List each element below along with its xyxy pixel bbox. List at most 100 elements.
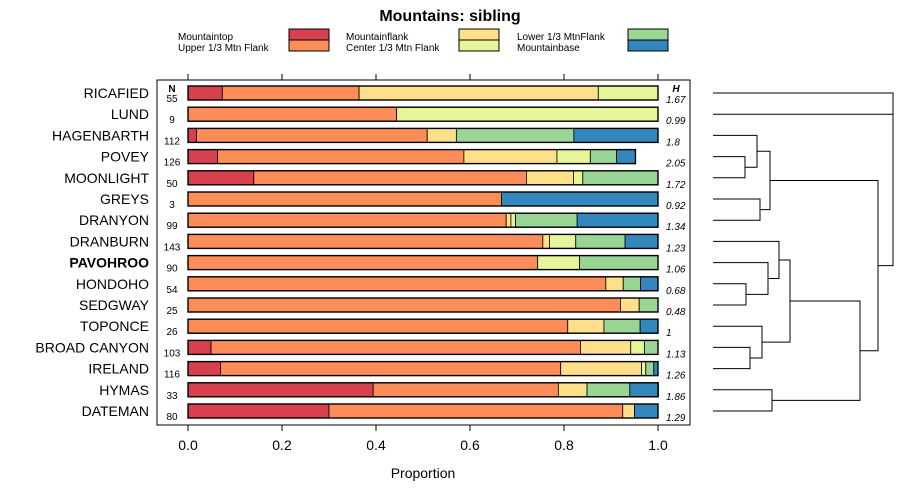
row-label: MOONLIGHT bbox=[64, 170, 149, 186]
bar-segment bbox=[426, 127, 457, 143]
bar-segment bbox=[396, 106, 659, 122]
bar-segment bbox=[645, 361, 655, 377]
bar-outline bbox=[187, 212, 659, 228]
dendrogram-link bbox=[713, 198, 761, 221]
row-label: DRANBURN bbox=[70, 233, 149, 249]
bar-segment bbox=[187, 233, 544, 249]
bar-segment bbox=[575, 233, 626, 249]
bar-segment bbox=[640, 276, 659, 292]
legend-swatch bbox=[288, 39, 330, 52]
row-h-value: 1.26 bbox=[666, 371, 686, 382]
bar-outline bbox=[187, 276, 659, 292]
bar-segment bbox=[576, 212, 659, 228]
bar-segment bbox=[586, 382, 631, 398]
row-n-value: 54 bbox=[166, 285, 178, 296]
dendrogram-link bbox=[713, 262, 769, 295]
row-n-value: 112 bbox=[164, 136, 180, 147]
bar-segment bbox=[624, 233, 659, 249]
row-h-value: 0.92 bbox=[666, 201, 686, 212]
legend-label: Mountainbase bbox=[517, 43, 580, 54]
bar-segment bbox=[187, 85, 223, 101]
row-h-value: 1.72 bbox=[666, 180, 686, 191]
bar-segment bbox=[549, 233, 577, 249]
row-h-value: 1.86 bbox=[666, 392, 686, 403]
bar-segment bbox=[597, 85, 659, 101]
bar-segment bbox=[187, 382, 374, 398]
bar-segment bbox=[557, 382, 588, 398]
bar-segment bbox=[372, 382, 559, 398]
bar-outline bbox=[187, 191, 659, 207]
row-n-value: 26 bbox=[166, 327, 178, 338]
row-n-value: 33 bbox=[166, 391, 178, 402]
row-h-value: 2.05 bbox=[665, 159, 686, 170]
row-n-value: 116 bbox=[164, 370, 180, 381]
bar-row: DATEMAN 80 1.29 bbox=[82, 403, 686, 424]
bar-row: DRANYON 99 1.34 bbox=[79, 212, 686, 233]
x-tick-label: 0.0 bbox=[178, 437, 198, 453]
legend-swatch bbox=[458, 28, 500, 41]
bar-outline bbox=[187, 360, 659, 377]
bar-segment bbox=[187, 361, 221, 377]
bar-segment bbox=[620, 297, 640, 313]
bar-segment bbox=[187, 149, 219, 165]
bar-segment bbox=[634, 403, 659, 419]
bar-segment bbox=[510, 212, 516, 228]
legend-label: Mountaintop bbox=[178, 32, 233, 43]
row-n-value: 80 bbox=[166, 412, 178, 423]
dendrogram-link bbox=[772, 300, 861, 401]
legend-swatch bbox=[288, 28, 330, 41]
bar-segment bbox=[196, 127, 428, 143]
bar-segment bbox=[187, 339, 212, 355]
bar-segment bbox=[328, 403, 624, 419]
bar-segment bbox=[253, 170, 527, 186]
bar-segment bbox=[526, 170, 574, 186]
bar-segment bbox=[603, 318, 641, 334]
bar-outline bbox=[187, 297, 659, 313]
row-label: LUND bbox=[111, 106, 149, 122]
legend-label: Center 1/3 Mtn Flank bbox=[346, 43, 440, 54]
bar-segment bbox=[187, 191, 502, 207]
bar-row: BROAD CANYON 103 1.13 bbox=[35, 339, 685, 360]
row-label: PAVOHROO bbox=[69, 255, 149, 271]
row-label: DRANYON bbox=[79, 212, 149, 228]
dendrogram bbox=[713, 92, 894, 412]
chart-title: Mountains: sibling bbox=[379, 8, 520, 25]
dendrogram-link bbox=[713, 240, 780, 279]
dendrogram-link bbox=[713, 134, 758, 168]
x-tick-label: 0.8 bbox=[554, 437, 574, 453]
bar-segment bbox=[643, 339, 659, 355]
bar-segment bbox=[187, 297, 621, 313]
bar-outline bbox=[187, 339, 659, 356]
dendrogram-link bbox=[713, 92, 894, 115]
bar-segment bbox=[515, 212, 578, 228]
row-h-value: 1.23 bbox=[666, 243, 686, 254]
plot-frame bbox=[156, 79, 691, 426]
dendrogram-link bbox=[713, 156, 746, 179]
bar-outline bbox=[187, 382, 659, 398]
bar-row: LUND 9 0.99 bbox=[111, 106, 686, 127]
bar-row: IRELAND 116 1.26 bbox=[88, 361, 686, 382]
bar-segment bbox=[187, 255, 539, 271]
bar-segment bbox=[616, 149, 636, 165]
bar-outline bbox=[187, 254, 659, 271]
bar-segment bbox=[187, 127, 197, 143]
row-n-value: 3 bbox=[169, 200, 175, 211]
row-h-value: 0.99 bbox=[666, 116, 686, 127]
bar-row: SEDGWAY 25 0.48 bbox=[79, 297, 686, 318]
bar-segment bbox=[187, 170, 255, 186]
bar-outline bbox=[187, 318, 659, 334]
bar-segment bbox=[639, 318, 659, 334]
dendrogram-link bbox=[713, 346, 751, 370]
legend-swatch bbox=[458, 39, 500, 52]
bar-segment bbox=[567, 318, 605, 334]
bar-segment bbox=[556, 149, 591, 165]
x-axis: 0.0 0.2 0.4 0.6 0.8 1.0 bbox=[178, 74, 668, 453]
bar-segment bbox=[630, 339, 645, 355]
row-label: BROAD CANYON bbox=[35, 339, 149, 355]
bar-segment bbox=[187, 403, 330, 419]
row-label: POVEY bbox=[101, 149, 150, 165]
x-tick-label: 0.4 bbox=[366, 437, 386, 453]
bar-segment bbox=[358, 85, 599, 101]
bar-segment bbox=[463, 149, 558, 165]
